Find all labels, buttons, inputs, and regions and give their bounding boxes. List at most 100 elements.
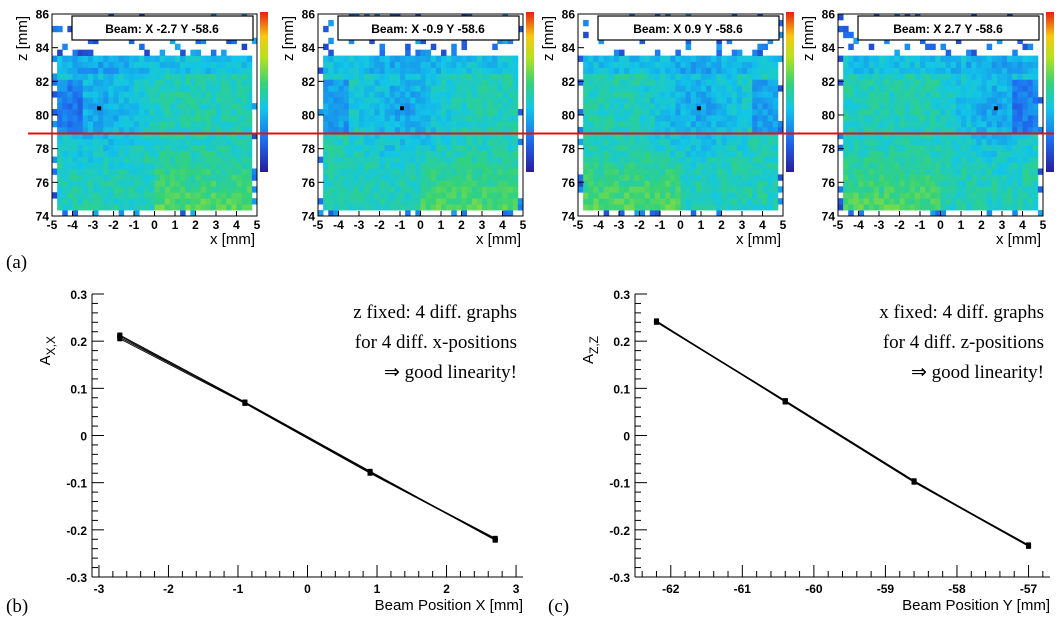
heatmap-cell: [435, 204, 442, 211]
heatmap-cell: [379, 103, 386, 110]
heatmap-cell: [1017, 79, 1023, 86]
heatmap-cell: [318, 109, 324, 116]
heatmap-cell: [853, 97, 859, 104]
heatmap-cell: [971, 67, 977, 74]
heatmap-cell: [333, 132, 339, 140]
heatmap-cell: [752, 49, 758, 56]
heatmap-cell: [762, 120, 769, 128]
heatmap-cell: [190, 103, 196, 110]
heatmap-cell: [772, 61, 779, 68]
heatmap-cell: [246, 174, 253, 181]
heatmap-cell: [925, 162, 931, 169]
heatmap-cell: [603, 192, 610, 199]
heatmap-cell: [420, 97, 427, 104]
heatmap-cell: [701, 67, 707, 74]
heatmap-cell: [1032, 174, 1039, 181]
heatmap-cell: [123, 168, 130, 175]
heatmap-cell: [476, 192, 483, 199]
heatmap-cell: [487, 198, 493, 205]
heatmap-cell: [338, 73, 345, 80]
heatmap-cell: [950, 115, 957, 122]
heatmap-cell: [619, 150, 625, 157]
heatmap-cell: [82, 168, 89, 175]
heatmap-cell: [920, 162, 926, 169]
heatmap-cell: [961, 67, 967, 74]
heatmap-cell: [986, 198, 993, 205]
heatmap-cell: [149, 73, 155, 80]
heatmap-cell: [241, 67, 248, 74]
heatmap-cell: [502, 204, 509, 211]
heatmap-cell: [920, 85, 926, 92]
heatmap-cell: [971, 120, 977, 128]
heatmap-cell: [348, 73, 355, 80]
heatmap-cell: [139, 67, 145, 74]
heatmap-cell: [118, 91, 125, 98]
heatmap-cell: [405, 156, 411, 163]
heatmap-cell: [930, 115, 936, 122]
heatmap-cell: [716, 180, 722, 187]
heatmap-cell: [359, 55, 365, 62]
data-point: [117, 332, 123, 338]
heatmap-cell: [338, 79, 345, 86]
heatmap-cell: [879, 198, 885, 205]
heatmap-cell: [695, 180, 702, 187]
heatmap-cell: [1002, 97, 1008, 104]
heatmap-cell: [777, 198, 784, 205]
heatmap-cell: [685, 198, 692, 205]
heatmap-cell: [940, 168, 947, 175]
heatmap-cell: [200, 67, 207, 74]
heatmap-cell: [384, 204, 391, 211]
heatmap-cell: [772, 144, 779, 152]
heatmap-cell: [154, 144, 161, 152]
heatmap-cell: [711, 67, 717, 74]
heatmap-cell: [394, 168, 401, 175]
heatmap-cell: [1022, 186, 1029, 193]
heatmap-cell: [644, 103, 651, 110]
heatmap-cell: [711, 85, 717, 92]
heatmap-cell: [353, 174, 360, 181]
heatmap-cell: [588, 144, 594, 152]
panel-label-c: (c): [548, 596, 569, 617]
x-axis-label: Beam Position X [mm]: [375, 597, 523, 614]
heatmap-cell: [246, 97, 253, 104]
heatmap-cell: [981, 126, 988, 134]
heatmap-cell: [920, 91, 926, 98]
heatmap-cell: [757, 162, 763, 169]
heatmap-cell: [873, 61, 880, 68]
heatmap-cell: [721, 91, 728, 98]
heatmap-cell: [894, 67, 900, 74]
heatmap-cell: [492, 109, 498, 116]
heatmap-cell: [619, 192, 625, 199]
heatmap-cell: [87, 156, 94, 163]
heatmap-cell: [731, 115, 738, 122]
heatmap-cell: [359, 156, 365, 163]
heatmap-cell: [118, 174, 125, 181]
heatmap-cell: [62, 55, 68, 62]
heatmap-cell: [394, 109, 401, 116]
heatmap-cell: [497, 120, 503, 128]
heatmap-cell: [216, 162, 222, 169]
heatmap-cell: [108, 168, 114, 175]
heatmap-cell: [757, 150, 763, 157]
heatmap-cell: [241, 186, 248, 193]
heatmap-cell: [701, 103, 707, 110]
color-scale-bar: [260, 12, 268, 172]
y-axis-label: z [mm]: [280, 16, 297, 61]
heatmap-cell: [996, 97, 1003, 104]
heatmap-cell: [1027, 186, 1034, 193]
heatmap-cell: [57, 198, 63, 205]
heatmap-cell: [93, 186, 99, 193]
heatmap-cell: [456, 180, 462, 187]
heatmap-cell: [583, 168, 589, 175]
heatmap-cell: [512, 115, 519, 122]
heatmap-cell: [996, 85, 1003, 92]
heatmap-cell: [149, 186, 155, 193]
heatmap-cell: [67, 67, 73, 74]
heatmap-cell: [971, 73, 977, 80]
heatmap-cell: [425, 73, 432, 80]
heatmap-cell: [619, 156, 625, 163]
heatmap-cell: [879, 103, 885, 110]
heatmap-cell: [991, 174, 998, 181]
heatmap-cell: [461, 73, 468, 80]
heatmap-cell: [701, 126, 707, 134]
